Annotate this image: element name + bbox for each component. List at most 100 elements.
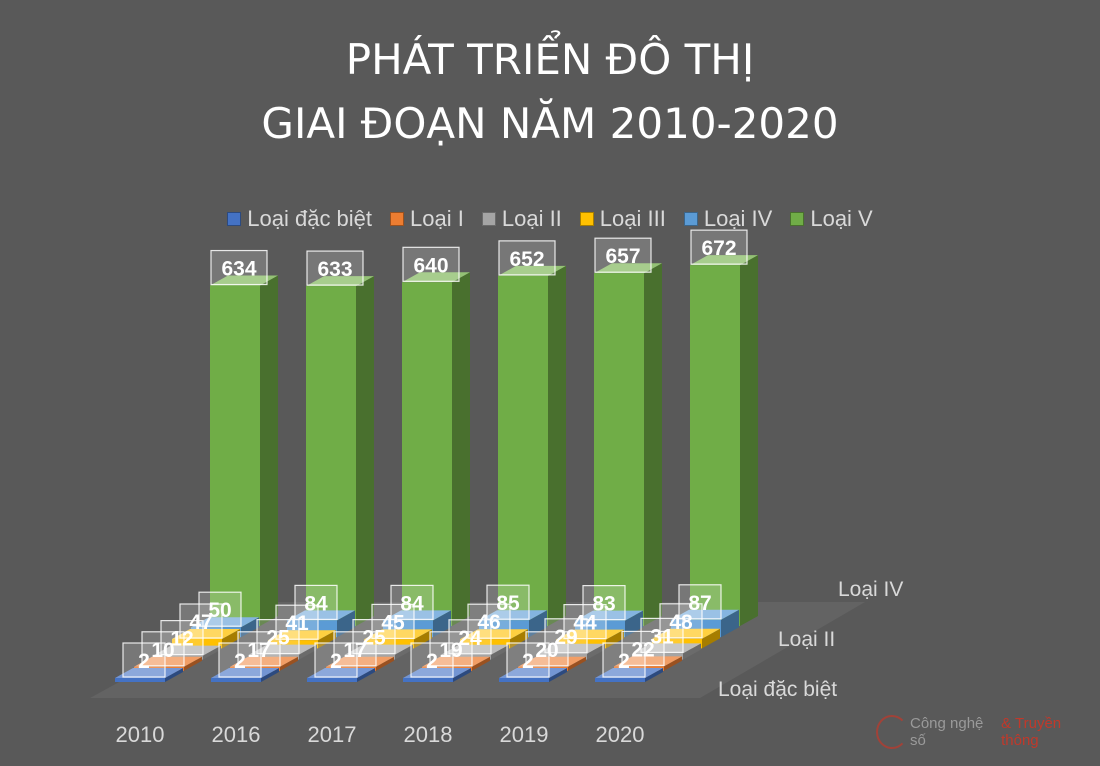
data-label-box (640, 617, 684, 654)
bar-front (537, 653, 587, 660)
bar-top (652, 628, 720, 639)
legend-swatch (227, 212, 242, 226)
data-label: 48 (669, 611, 693, 634)
data-label: 84 (304, 592, 328, 615)
bar-top (364, 629, 432, 640)
bar-side (165, 668, 183, 682)
data-label-box (486, 584, 530, 620)
data-label: 10 (151, 639, 174, 662)
data-label: 45 (381, 611, 405, 634)
category-tick-label: 2020 (596, 722, 645, 747)
bar-side (645, 668, 663, 682)
data-label: 657 (605, 245, 640, 268)
bar-top (556, 629, 624, 640)
bar-front (460, 639, 510, 649)
bar-top (518, 656, 586, 667)
data-label: 12 (170, 628, 193, 651)
data-label-box (390, 584, 434, 621)
category-tick-label: 2017 (308, 722, 357, 747)
data-label-box (352, 618, 396, 655)
data-label: 19 (439, 639, 462, 662)
bar-top (690, 255, 758, 266)
data-label: 2 (138, 650, 150, 673)
watermark-logo-icon (876, 715, 908, 749)
bar-side (702, 628, 720, 649)
bar-side (644, 263, 662, 626)
category-tick-label: 2018 (404, 722, 453, 747)
legend-item: Loại V (790, 206, 873, 232)
data-label: 2 (618, 650, 630, 673)
bar (537, 643, 605, 660)
watermark-text-a: Công nghệ số (909, 715, 984, 749)
chart-title: PHÁT TRIỂN ĐÔ THỊ GIAI ĐOẠN NĂM 2010-202… (0, 28, 1100, 156)
legend-item: Loại IV (683, 206, 773, 232)
bar-side (260, 275, 278, 626)
data-label-box (218, 642, 262, 678)
bar-side (356, 276, 374, 626)
bar-side (587, 643, 605, 660)
bar (499, 668, 567, 682)
legend-label: Loại III (599, 206, 666, 231)
bar-side (740, 255, 758, 626)
bar-front (594, 273, 644, 626)
bar-front (268, 640, 318, 649)
bar-top (479, 610, 547, 621)
bar-top (249, 644, 317, 655)
data-label-box (582, 584, 626, 621)
bar-top (134, 656, 202, 667)
legend-label: Loại II (501, 206, 562, 231)
bar-side (433, 610, 451, 638)
bar-side (664, 656, 682, 671)
bar-side (683, 643, 701, 660)
bar-top (326, 656, 394, 667)
bar-side (299, 644, 317, 660)
data-label-box (498, 240, 556, 276)
bar-side (318, 630, 336, 649)
legend-swatch (579, 212, 594, 226)
legend-label: Loại IV (703, 206, 773, 231)
bar (364, 629, 432, 649)
legend-item: Loại III (579, 206, 666, 232)
bar-side (510, 629, 528, 649)
bar-top (172, 629, 240, 639)
data-label-box (544, 618, 588, 654)
bar (115, 668, 183, 682)
data-label-box (659, 603, 703, 639)
data-label: 672 (701, 237, 736, 260)
bar-top (210, 275, 278, 286)
bar-top (614, 656, 682, 667)
bar-top (153, 645, 221, 656)
data-label-box (621, 630, 665, 667)
bar (403, 668, 471, 682)
data-label: 652 (509, 248, 544, 271)
bar-top (191, 617, 259, 628)
data-label: 2 (234, 650, 246, 673)
data-label-box (198, 591, 242, 627)
bar-front (364, 639, 414, 649)
bar-front (595, 678, 645, 682)
bar-top (460, 629, 528, 640)
bar-front (172, 639, 222, 649)
bar-side (184, 656, 202, 671)
bar-side (414, 629, 432, 649)
bar-top (403, 668, 471, 678)
data-label-box (448, 619, 492, 655)
bar-top (306, 276, 374, 287)
bar-top (345, 644, 413, 655)
legend-label: Loại đặc biệt (247, 206, 373, 231)
bar-top (211, 668, 279, 678)
bar-side (261, 668, 279, 682)
bar-side (452, 272, 470, 626)
data-label-box (429, 631, 473, 667)
legend-item: Loại đặc biệt (227, 206, 372, 232)
legend-item: Loại I (390, 206, 464, 232)
data-label-box (333, 631, 377, 667)
bar-top (422, 656, 490, 667)
bar-front (306, 286, 356, 626)
bar-top (537, 643, 605, 654)
bar (594, 263, 662, 626)
chart-legend: Loại đặc biệt Loại I Loại II Loại III Loại I… (0, 206, 1100, 232)
bar-side (548, 265, 566, 626)
bar-side (395, 644, 413, 660)
